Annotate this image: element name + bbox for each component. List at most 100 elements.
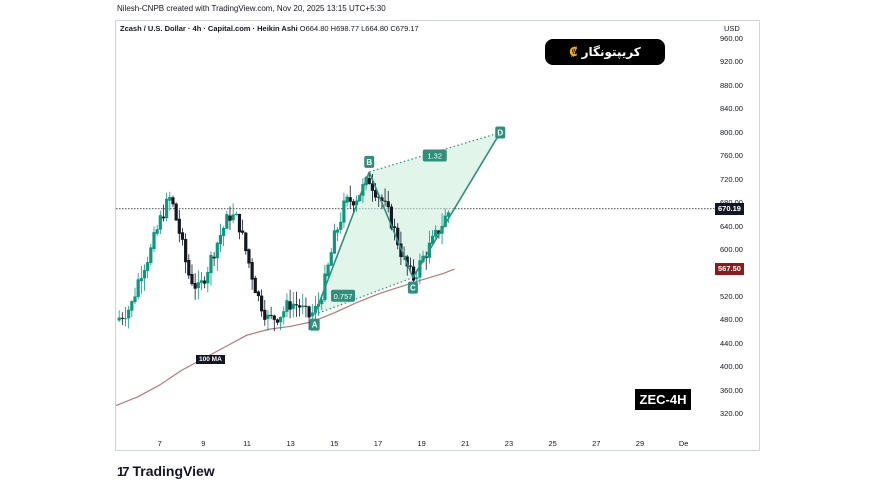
candle-body (367, 178, 371, 185)
x-tick-label: 23 (504, 439, 514, 448)
candle-body (174, 203, 178, 221)
candle-body (272, 315, 276, 320)
candle-body (310, 312, 314, 317)
y-tick-label: 520.00 (720, 291, 743, 301)
candle-body (301, 305, 305, 308)
candle-body (437, 230, 441, 235)
candle-body (222, 227, 226, 236)
x-tick-label: 7 (157, 439, 162, 448)
candle-body (411, 266, 416, 281)
candle-body (282, 311, 286, 318)
candle-body (209, 254, 213, 274)
tradingview-logo-text: TradingView (132, 463, 215, 479)
candle-body (430, 235, 435, 245)
candle-body (269, 315, 273, 317)
tradingview-logo[interactable]: 17 TradingView (117, 463, 215, 479)
ma-100-line (115, 268, 455, 407)
x-tick-label: De (678, 439, 689, 448)
legend-high: H698.77 (330, 24, 360, 33)
candle-body (253, 277, 257, 294)
candle-body (171, 197, 175, 205)
pattern-ratio-ac (314, 277, 414, 316)
currency-label: USD (724, 24, 740, 33)
candle-body (196, 282, 200, 289)
candle-body (193, 283, 197, 289)
ma-label: 100 MA (196, 355, 225, 364)
candle-body (313, 306, 318, 313)
candle-body (133, 296, 137, 303)
candle-body (421, 255, 425, 263)
pattern-leg-bc (368, 171, 414, 278)
candle-body (373, 190, 378, 198)
candle-body (345, 196, 349, 203)
candle-body (298, 305, 302, 308)
candle-body (266, 314, 270, 319)
candle-body (279, 316, 283, 323)
candle-body (158, 215, 162, 230)
candle-body (383, 200, 387, 202)
pattern-fill-bcd (369, 132, 501, 278)
last-price-tag: 670.19 (715, 202, 744, 215)
pattern-ratio-badge (331, 289, 356, 302)
candle-body (187, 259, 191, 276)
pattern-point-a-badge (309, 318, 320, 331)
x-tick-label: 21 (461, 439, 470, 448)
x-tick-label: 15 (330, 439, 339, 448)
candle-body (339, 221, 343, 230)
candle-body (263, 309, 267, 320)
candle-body (396, 227, 400, 246)
candle-body (326, 264, 330, 277)
chart-credit: Nilesh-CNPB created with TradingView.com… (117, 4, 386, 13)
candle-body (370, 183, 375, 191)
candle-body (177, 218, 181, 234)
y-tick-label: 440.00 (720, 338, 743, 348)
brand-text: کریپتونگار (581, 45, 641, 59)
candle-body (389, 206, 394, 229)
candle-body (329, 252, 333, 266)
x-tick-label: 29 (635, 439, 645, 448)
y-tick-label: 760.00 (720, 151, 743, 161)
candle-body (405, 256, 409, 267)
candle-body (320, 299, 324, 305)
candle-body (234, 213, 238, 216)
pattern-ratio-label: 0.757 (334, 292, 353, 301)
candle-body (127, 309, 131, 319)
candle-body (386, 201, 390, 208)
candle-body (212, 256, 216, 259)
candle-body (161, 216, 166, 219)
y-tick-label: 920.00 (720, 57, 743, 67)
candle-body (180, 232, 185, 240)
candle-body (244, 232, 248, 252)
y-tick-label: 480.00 (720, 315, 743, 325)
y-tick-label: 960.00 (720, 33, 743, 43)
pattern-fill-abc (314, 171, 413, 315)
candle-body (260, 295, 264, 312)
ma-price-tag: 567.50 (715, 263, 744, 276)
x-tick-label: 19 (417, 439, 426, 448)
candle-body (165, 198, 169, 219)
candle-body (415, 277, 419, 280)
y-tick-label: 800.00 (720, 127, 743, 137)
y-tick-label: 360.00 (720, 385, 743, 395)
candle-body (199, 280, 204, 283)
pattern-point-d-label: D (497, 129, 503, 138)
pattern-point-c-label: C (410, 284, 416, 293)
candle-body (123, 318, 128, 320)
candle-body (408, 265, 412, 267)
candle-body (332, 230, 337, 254)
candle-body (288, 301, 292, 310)
legend-open: O664.80 (299, 24, 329, 33)
candle-body (348, 197, 352, 202)
candle-body (184, 239, 188, 263)
candle-body (250, 262, 254, 280)
candle-body (424, 256, 428, 258)
candle-body (443, 215, 447, 227)
tradingview-logo-icon: 17 (117, 463, 130, 479)
y-tick-label: 880.00 (720, 80, 743, 90)
candle-body (392, 226, 397, 228)
candle-body (291, 303, 295, 309)
candle-body (335, 229, 340, 233)
candle-body (275, 319, 280, 323)
brand-logo-icon: ₡ (569, 45, 578, 59)
